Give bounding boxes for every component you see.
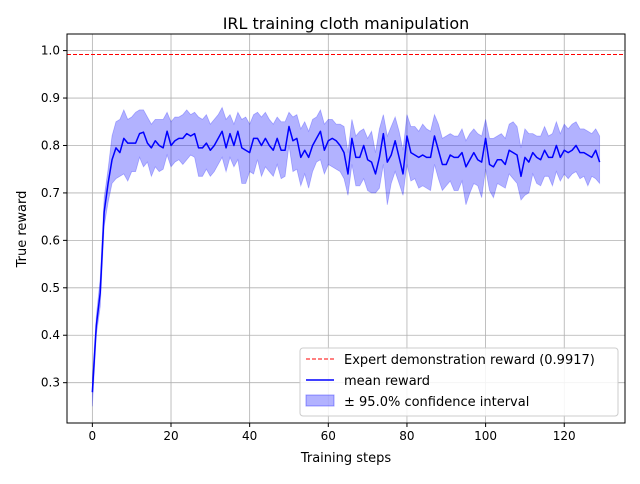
y-tick-label: 0.5 bbox=[41, 281, 60, 295]
legend-label-ci: ± 95.0% confidence interval bbox=[344, 395, 529, 410]
confidence-band-area bbox=[91, 106, 601, 407]
x-axis-ticks: 0 20 40 60 80 100 120 bbox=[89, 423, 576, 443]
y-tick-label: 0.6 bbox=[41, 233, 60, 247]
x-tick-label: 20 bbox=[163, 429, 178, 443]
y-tick-label: 0.7 bbox=[41, 186, 60, 200]
x-tick-label: 80 bbox=[399, 429, 414, 443]
legend-label-mean: mean reward bbox=[344, 374, 430, 389]
grid bbox=[67, 34, 625, 423]
chart-title: IRL training cloth manipulation bbox=[223, 14, 470, 33]
legend-swatch-ci bbox=[305, 394, 335, 407]
mean-reward-line bbox=[91, 125, 601, 393]
y-axis-ticks: 0.3 0.4 0.5 0.6 0.7 0.8 0.9 1.0 bbox=[41, 44, 67, 390]
legend-box bbox=[299, 347, 619, 417]
y-tick-label: 0.8 bbox=[41, 138, 60, 152]
series-lines bbox=[67, 54, 625, 393]
plot-frame bbox=[66, 33, 626, 424]
y-tick-label: 0.3 bbox=[41, 376, 60, 390]
legend-label-expert: Expert demonstration reward (0.9917) bbox=[344, 353, 595, 368]
x-tick-label: 100 bbox=[474, 429, 497, 443]
x-axis-label: Training steps bbox=[300, 451, 392, 466]
x-tick-label: 120 bbox=[553, 429, 576, 443]
legend: Expert demonstration reward (0.9917) mea… bbox=[299, 347, 619, 417]
y-tick-label: 0.4 bbox=[41, 328, 60, 342]
y-axis-label: True reward bbox=[15, 191, 30, 269]
x-tick-label: 0 bbox=[89, 429, 97, 443]
y-tick-label: 0.9 bbox=[41, 91, 60, 105]
confidence-band bbox=[91, 106, 601, 407]
y-tick-label: 1.0 bbox=[41, 44, 60, 58]
x-tick-label: 60 bbox=[321, 429, 336, 443]
x-tick-label: 40 bbox=[242, 429, 257, 443]
